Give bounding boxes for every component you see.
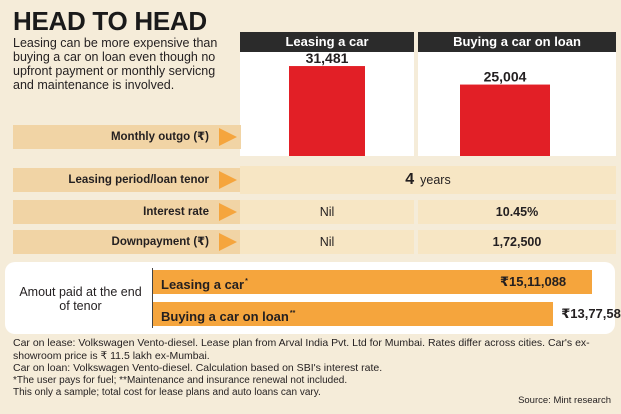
tenor-unit: years <box>420 173 451 187</box>
amount-bar-label-buy: Buying a car on loan** <box>161 302 295 329</box>
page-title: HEAD TO HEAD <box>13 6 207 36</box>
footnote-lease: Car on lease: Volkswagen Vento-diesel. L… <box>13 337 590 362</box>
column-header-buy: Buying a car on loan <box>418 32 616 52</box>
amount-bar-value-lease: ₹15,11,088 <box>500 274 567 289</box>
amount-bar-lease <box>153 270 592 294</box>
footnote-marker: ** <box>289 310 296 317</box>
tenor-number: 4 <box>405 171 415 188</box>
footnote-loan: Car on loan: Volkswagen Vento-diesel. Ca… <box>13 362 383 374</box>
downpayment-lease-value: Nil <box>240 230 414 254</box>
arrow-right-icon <box>219 128 237 146</box>
column-header-lease: Leasing a car <box>240 32 414 52</box>
amount-bar-value-buy: ₹13,77,580 <box>561 306 621 321</box>
tenor-value: 4 years <box>240 166 616 194</box>
row-label-downpayment: Downpayment (₹) <box>13 230 241 254</box>
footnote-marker: * <box>245 278 248 285</box>
footnote-markers: *The user pays for fuel; **Maintenance a… <box>13 374 348 386</box>
intro-text: Leasing can be more expensive than buyin… <box>13 36 218 92</box>
row-label-downpayment-text: Downpayment (₹) <box>111 236 209 248</box>
row-label-interest-text: Interest rate <box>143 206 209 218</box>
amount-bar-label-text: Leasing a car <box>161 277 245 292</box>
amount-bar-buy <box>153 302 554 326</box>
interest-buy-value: 10.45% <box>418 200 616 224</box>
row-label-interest: Interest rate <box>13 200 241 224</box>
interest-lease-value: Nil <box>240 200 414 224</box>
footnotes: Car on lease: Volkswagen Vento-diesel. L… <box>13 337 613 400</box>
amount-bar-label-text: Buying a car on loan <box>161 309 289 324</box>
row-label-tenor: Leasing period/loan tenor <box>13 168 241 192</box>
row-label-monthly-outgo: Monthly outgo (₹) <box>13 125 241 149</box>
monthly-outgo-panel-buy <box>418 52 616 156</box>
source-credit: Source: Mint research <box>518 395 611 406</box>
row-label-tenor-text: Leasing period/loan tenor <box>68 174 209 186</box>
row-label-monthly-outgo-text: Monthly outgo (₹) <box>110 131 209 143</box>
amount-bar-axis <box>152 268 153 328</box>
arrow-right-icon <box>219 171 237 189</box>
amount-paid-label: Amout paid at the end of tenor <box>19 285 142 313</box>
arrow-right-icon <box>219 233 237 251</box>
arrow-right-icon <box>219 203 237 221</box>
downpayment-buy-value: 1,72,500 <box>418 230 616 254</box>
monthly-outgo-panel-lease <box>240 52 414 156</box>
amount-bar-label-lease: Leasing a car* <box>161 270 248 297</box>
footnote-sample: This only a sample; total cost for lease… <box>13 387 321 398</box>
